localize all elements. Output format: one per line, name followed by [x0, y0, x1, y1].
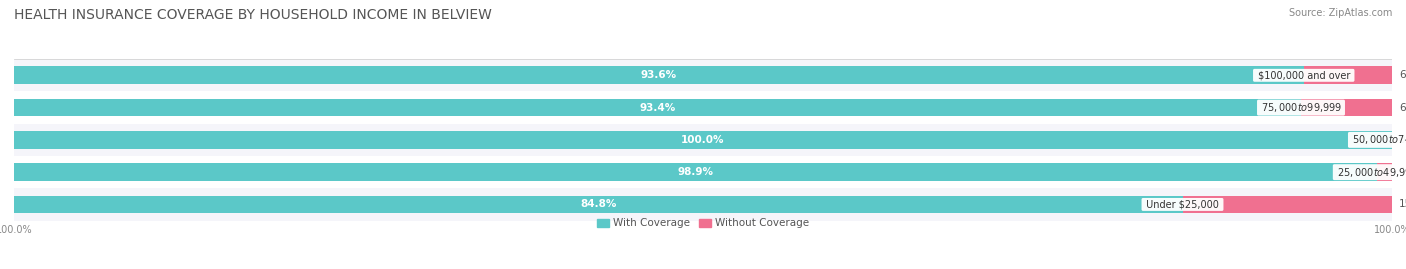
Text: 0.0%: 0.0%	[1399, 135, 1406, 145]
Bar	[1301, 99, 1392, 116]
Text: $100,000 and over: $100,000 and over	[1254, 70, 1353, 80]
Bar	[14, 66, 1303, 84]
Bar	[1376, 163, 1393, 181]
Text: 6.6%: 6.6%	[1399, 102, 1406, 113]
Bar	[14, 163, 1376, 181]
Bar	[1182, 196, 1392, 213]
Bar	[14, 188, 1392, 221]
Bar	[14, 131, 1392, 149]
Bar	[14, 156, 1392, 188]
Text: $25,000 to $49,999: $25,000 to $49,999	[1334, 166, 1406, 179]
Text: Under $25,000: Under $25,000	[1143, 199, 1222, 210]
Bar	[1303, 66, 1392, 84]
Text: 98.9%: 98.9%	[678, 167, 713, 177]
Text: $75,000 to $99,999: $75,000 to $99,999	[1258, 101, 1344, 114]
Bar	[14, 59, 1392, 91]
Bar	[14, 196, 1182, 213]
Text: 6.4%: 6.4%	[1399, 70, 1406, 80]
Text: 15.2%: 15.2%	[1399, 199, 1406, 210]
Text: HEALTH INSURANCE COVERAGE BY HOUSEHOLD INCOME IN BELVIEW: HEALTH INSURANCE COVERAGE BY HOUSEHOLD I…	[14, 8, 492, 22]
Bar	[14, 91, 1392, 124]
Bar	[14, 99, 1301, 116]
Text: $50,000 to $74,999: $50,000 to $74,999	[1350, 133, 1406, 146]
Text: 84.8%: 84.8%	[581, 199, 616, 210]
Text: Source: ZipAtlas.com: Source: ZipAtlas.com	[1288, 8, 1392, 18]
Text: 93.4%: 93.4%	[640, 102, 676, 113]
Text: 93.6%: 93.6%	[641, 70, 676, 80]
Text: 100.0%: 100.0%	[682, 135, 724, 145]
Text: 1.2%: 1.2%	[1400, 167, 1406, 177]
Bar	[14, 124, 1392, 156]
Legend: With Coverage, Without Coverage: With Coverage, Without Coverage	[596, 218, 810, 228]
